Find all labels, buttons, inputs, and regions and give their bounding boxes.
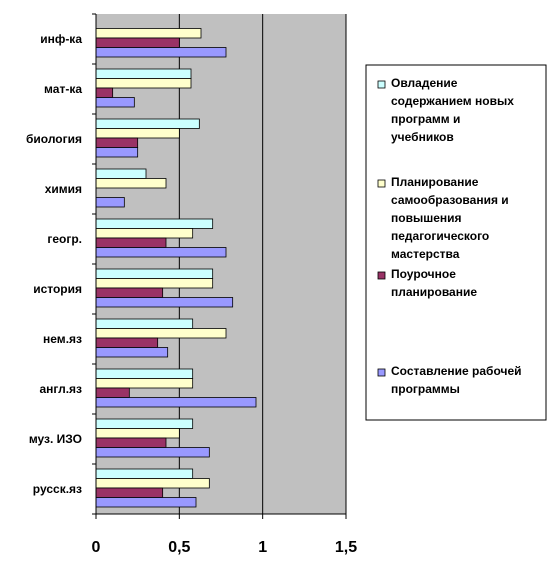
legend-box — [365, 64, 547, 421]
bar — [95, 178, 167, 189]
bar — [95, 37, 180, 48]
bar — [95, 28, 202, 39]
bar — [95, 197, 125, 208]
category-tick-marks — [92, 13, 96, 515]
bar — [95, 297, 234, 308]
bar — [95, 447, 210, 458]
legend-label: Овладение содержанием новых программ и учеб… — [391, 76, 514, 144]
bar — [95, 68, 192, 79]
bar — [95, 87, 114, 98]
category-label: муз. ИЗО — [29, 432, 82, 446]
bar — [95, 497, 197, 508]
bar — [95, 437, 167, 448]
bar — [95, 118, 200, 129]
bar — [95, 268, 214, 279]
x-tick-label: 0 — [92, 539, 101, 556]
category-label: англ.яз — [39, 382, 82, 396]
legend-label: Планирование самообразования и повышения пе… — [391, 175, 509, 261]
category-labels: инф-ка мат-ка биология химия геогр. история не… — [26, 32, 82, 496]
bar — [95, 368, 194, 379]
bar — [95, 228, 194, 239]
legend: Овладение содержанием новых программ и учеб… — [365, 64, 547, 421]
bar — [95, 278, 214, 289]
bars — [95, 28, 257, 508]
bar — [95, 418, 194, 429]
category-label: инф-ка — [40, 32, 82, 46]
legend-label: Поурочное планирование — [391, 267, 477, 299]
legend-swatch — [377, 271, 386, 280]
bar — [95, 137, 139, 148]
category-label: биология — [26, 132, 82, 146]
bar — [95, 237, 167, 248]
bar — [95, 347, 169, 358]
category-label: нем.яз — [43, 332, 82, 346]
bar — [95, 218, 214, 229]
bar — [95, 397, 257, 408]
bar — [95, 478, 210, 489]
bar — [95, 168, 147, 179]
x-tick-label: 0,5 — [168, 539, 190, 556]
bar — [95, 328, 227, 339]
legend-swatch — [377, 80, 386, 89]
bar — [95, 487, 164, 498]
bar — [95, 97, 135, 108]
x-tick-label: 1,5 — [335, 539, 357, 556]
bar — [95, 378, 194, 389]
legend-swatch — [377, 179, 386, 188]
category-label: история — [33, 282, 82, 296]
bar — [95, 247, 227, 258]
x-axis-ticks: 0 0,5 1 1,5 — [92, 514, 357, 556]
bar — [95, 318, 194, 329]
bar — [95, 428, 180, 439]
bar — [95, 128, 180, 139]
bar — [95, 147, 139, 158]
category-label: русск.яз — [33, 482, 82, 496]
category-label: мат-ка — [44, 82, 82, 96]
bar — [95, 468, 194, 479]
bar — [95, 78, 192, 89]
bar — [95, 287, 164, 298]
legend-swatch — [377, 368, 386, 377]
bar — [95, 337, 159, 348]
bar — [95, 387, 130, 398]
legend-label: Составление рабочей программы — [391, 364, 522, 396]
x-tick-label: 1 — [258, 539, 267, 556]
category-label: химия — [45, 182, 82, 196]
bar — [95, 47, 227, 58]
category-label: геогр. — [47, 232, 82, 246]
